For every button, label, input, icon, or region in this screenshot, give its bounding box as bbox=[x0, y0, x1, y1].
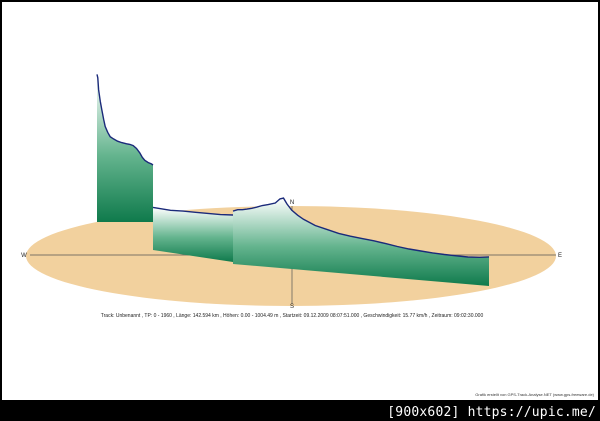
profile-top-line-3 bbox=[232, 197, 490, 259]
plot-background bbox=[2, 2, 598, 400]
profile-top-line-2 bbox=[152, 206, 234, 216]
compass-south: S bbox=[290, 304, 294, 310]
profile-wall-1 bbox=[97, 74, 153, 223]
profile-wall-2 bbox=[153, 207, 233, 262]
profile-top-line-1 bbox=[96, 74, 154, 166]
image-host-badge: [900x602] https://upic.me/ bbox=[387, 405, 596, 420]
profile-wall-3 bbox=[233, 198, 489, 286]
badge-size: [900x602] bbox=[387, 405, 460, 420]
elevation-profile bbox=[96, 74, 490, 286]
credit-text: Grafik erstellt von GPS-Track-Analyse.NE… bbox=[475, 392, 594, 397]
badge-url: https://upic.me/ bbox=[467, 405, 596, 420]
compass-north: N bbox=[290, 200, 294, 206]
track-info-line: Track: Unbenannt , TP: 0 - 1960 , Länge:… bbox=[101, 313, 484, 319]
compass-west: W bbox=[21, 253, 27, 259]
compass-east: E bbox=[558, 253, 562, 259]
